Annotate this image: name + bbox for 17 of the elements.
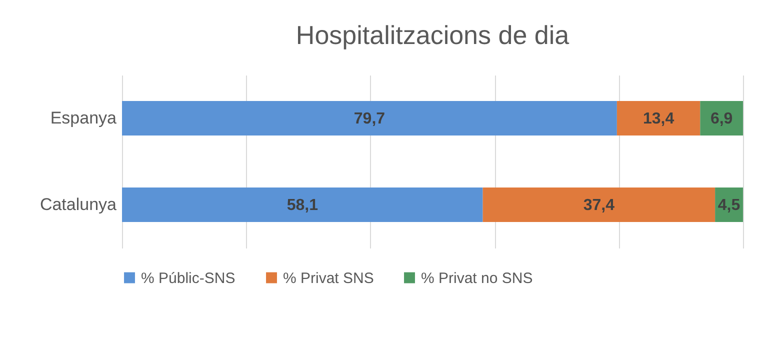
legend-label: % Públic-SNS <box>141 270 236 287</box>
data-label: 6,9 <box>710 110 733 128</box>
data-label: 4,5 <box>718 196 740 214</box>
chart-title: Hospitalitzacions de dia <box>296 20 570 50</box>
bar <box>616 100 700 136</box>
bar <box>482 187 716 222</box>
data-label: 79,7 <box>354 110 386 128</box>
y-tick-label: Espanya <box>50 108 118 128</box>
legend-label: % Privat no SNS <box>421 270 533 287</box>
bar <box>122 187 483 222</box>
data-label: 58,1 <box>286 196 318 214</box>
data-label: 13,4 <box>642 110 674 128</box>
bar <box>700 100 743 136</box>
bar <box>122 100 617 136</box>
y-tick-label: Catalunya <box>40 194 118 214</box>
legend-label: % Privat SNS <box>283 270 374 287</box>
data-label: 37,4 <box>583 196 615 214</box>
